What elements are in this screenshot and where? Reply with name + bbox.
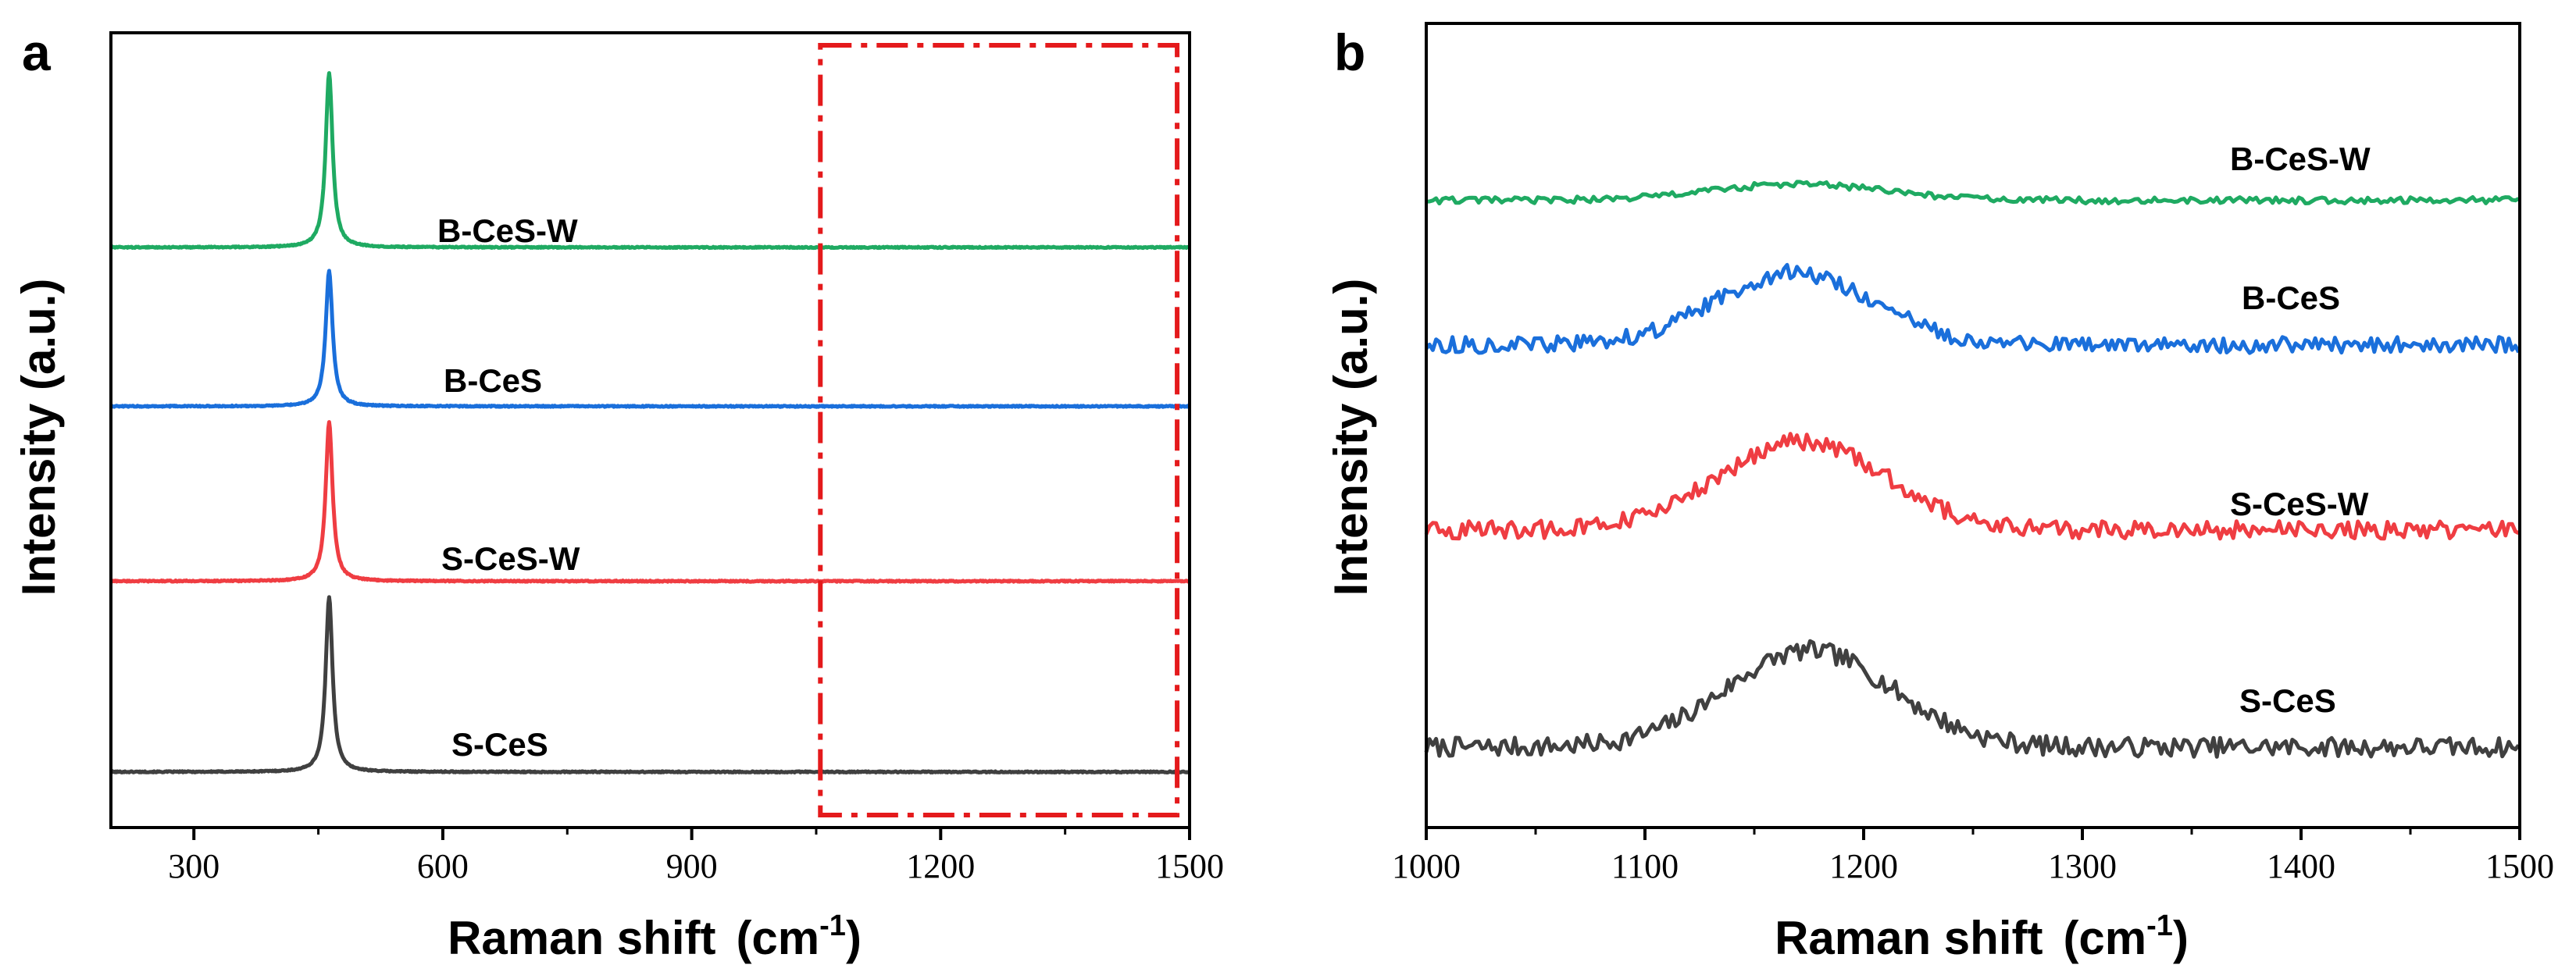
panel-a-xtick-label-900: 900 — [666, 847, 718, 885]
panel-b-xlabel-unit: (cm — [2063, 912, 2146, 964]
panel-b-frame — [1425, 22, 2521, 829]
panel-b-xtick-label-1100: 1100 — [1611, 847, 1679, 885]
panel-b-xtick-label-1400: 1400 — [2267, 847, 2335, 885]
panel-a: a Intensity (a.u.) Raman shift (cm-1) 300… — [12, 23, 1224, 964]
panel-a-line-b-ces-w — [109, 71, 1191, 251]
panel-a-xtick-label-300: 300 — [168, 847, 219, 885]
panel-b-ylabel: Intensity (a.u.) — [1325, 279, 1377, 596]
panel-b-xtick-label-1000: 1000 — [1392, 847, 1461, 885]
panel-b-line-s-ces-w — [1424, 432, 2520, 541]
panel-b-series-group — [1424, 180, 2521, 759]
panel-b-xlabel-main: Raman shift — [1775, 912, 2043, 964]
panel-a-line-b-ces — [109, 269, 1191, 409]
panel-a-ticks: 300 600 900 1200 1500 — [168, 828, 1224, 885]
panel-b-line-b-ces-w — [1425, 180, 2520, 206]
panel-b: b Intensity (a.u.) Raman shift (cm-1) 100… — [1325, 22, 2554, 964]
panel-a-letter: a — [22, 23, 52, 81]
panel-b-label-s-ces: S-CeS — [2239, 682, 2336, 719]
panel-b-label-s-ces-w: S-CeS-W — [2230, 486, 2369, 522]
panel-b-xlabel: Raman shift (cm-1) — [1775, 910, 2189, 964]
panel-a-xlabel-close: ) — [846, 912, 862, 964]
panel-a-xlabel-main: Raman shift — [448, 912, 715, 964]
panel-a-label-s-ces: S-CeS — [451, 726, 548, 763]
panel-a-frame — [109, 31, 1191, 829]
panel-a-series-group — [109, 71, 1191, 774]
panel-a-xtick-label-1500: 1500 — [1155, 847, 1224, 885]
panel-b-line-b-ces — [1425, 262, 2521, 355]
panel-a-xlabel-unit: (cm — [736, 912, 819, 964]
panel-b-label-b-ces: B-CeS — [2242, 279, 2340, 316]
panel-b-line-s-ces — [1424, 639, 2521, 759]
panel-a-xlabel: Raman shift (cm-1) — [448, 910, 862, 964]
panel-b-letter: b — [1334, 23, 1365, 81]
panel-a-highlight-box — [818, 43, 1180, 817]
panel-a-ylabel: Intensity (a.u.) — [12, 279, 65, 596]
panel-a-label-b-ces: B-CeS — [444, 362, 542, 399]
panel-b-xlabel-close: ) — [2173, 912, 2189, 964]
panel-b-xtick-label-1300: 1300 — [2048, 847, 2117, 885]
panel-b-ticks: 1000 1100 1200 1300 1400 1500 — [1392, 828, 2554, 885]
panel-a-line-s-ces — [109, 595, 1191, 774]
panel-a-xlabel-sup: -1 — [819, 910, 846, 942]
panel-b-label-b-ces-w: B-CeS-W — [2230, 141, 2371, 177]
panel-a-xtick-label-600: 600 — [417, 847, 469, 885]
panel-b-xtick-label-1200: 1200 — [1829, 847, 1898, 885]
panel-a-xtick-label-1200: 1200 — [906, 847, 975, 885]
panel-b-xtick-label-1500: 1500 — [2485, 847, 2554, 885]
panel-b-xlabel-sup: -1 — [2146, 910, 2173, 942]
panel-a-line-s-ces-w — [109, 420, 1191, 584]
panel-a-label-b-ces-w: B-CeS-W — [437, 212, 578, 249]
panel-a-label-s-ces-w: S-CeS-W — [441, 540, 580, 577]
